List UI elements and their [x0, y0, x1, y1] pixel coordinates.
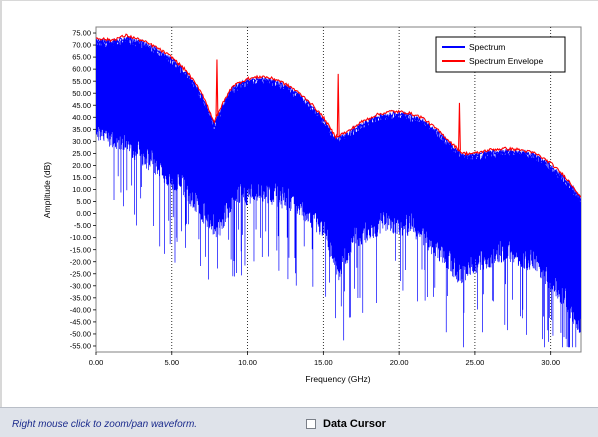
legend-box — [435, 36, 566, 73]
panel-top-border — [0, 0, 598, 1]
y-tick-label: 30.00 — [72, 137, 91, 146]
envelope-spike — [336, 73, 340, 136]
y-tick-label: 10.00 — [72, 185, 91, 194]
y-tick-label: 20.00 — [72, 161, 91, 170]
y-tick-label: -15.00 — [70, 245, 91, 254]
y-tick-label: 55.00 — [72, 77, 91, 86]
x-tick-label: 10.00 — [238, 358, 257, 367]
envelope-spike — [215, 59, 219, 117]
zoom-pan-hint: Right mouse click to zoom/pan waveform. — [12, 419, 198, 430]
y-tick-label: -30.00 — [70, 281, 91, 290]
legend: Spectrum Spectrum Envelope — [435, 36, 566, 73]
spectrum-chart[interactable]: 75.00 70.00 65.00 60.00 55.00 50.00 45.00 40.00… — [0, 0, 598, 407]
y-tick-label: 5.00 — [76, 197, 91, 206]
y-axis-ticks: 75.00 70.00 65.00 60.00 55.00 50.00 45.00 40.00… — [70, 29, 96, 351]
series-spectrum — [96, 36, 581, 348]
series-layer — [96, 33, 581, 348]
x-axis-title: Frequency (GHz) — [305, 374, 370, 384]
y-tick-label: -5.00 — [74, 221, 91, 230]
y-tick-label: -10.00 — [70, 233, 91, 242]
y-tick-label: 70.00 — [72, 41, 91, 50]
x-tick-label: 20.00 — [390, 358, 409, 367]
y-tick-label: 40.00 — [72, 113, 91, 122]
y-tick-label: 65.00 — [72, 53, 91, 62]
y-tick-label: -45.00 — [70, 318, 91, 327]
y-tick-label: 0.00 — [76, 209, 91, 218]
panel-left-border — [0, 0, 2, 407]
y-tick-label: -40.00 — [70, 305, 91, 314]
y-tick-label: 75.00 — [72, 29, 91, 38]
series-spectrum-edge — [96, 35, 581, 201]
legend-label-envelope: Spectrum Envelope — [469, 56, 543, 66]
x-tick-label: 0.00 — [89, 358, 104, 367]
y-tick-label: 50.00 — [72, 89, 91, 98]
x-tick-label: 15.00 — [314, 358, 333, 367]
y-tick-label: -35.00 — [70, 293, 91, 302]
x-axis-ticks: 0.00 5.00 10.00 15.00 20.00 25.00 30.00 — [89, 352, 560, 367]
legend-label-spectrum: Spectrum — [469, 42, 505, 52]
y-tick-label: 35.00 — [72, 125, 91, 134]
y-tick-label: -25.00 — [70, 269, 91, 278]
status-bar: Right mouse click to zoom/pan waveform. … — [0, 407, 598, 437]
envelope-spike — [457, 102, 461, 151]
y-tick-label: 25.00 — [72, 149, 91, 158]
y-tick-label: -50.00 — [70, 330, 91, 339]
x-tick-label: 5.00 — [164, 358, 179, 367]
y-tick-label: 45.00 — [72, 101, 91, 110]
y-tick-label: -20.00 — [70, 257, 91, 266]
x-tick-label: 30.00 — [541, 358, 560, 367]
series-spectrum-envelope — [96, 33, 581, 198]
y-tick-label: -55.00 — [70, 342, 91, 351]
y-tick-label: 15.00 — [72, 173, 91, 182]
x-tick-label: 25.00 — [466, 358, 485, 367]
plot-panel: 75.00 70.00 65.00 60.00 55.00 50.00 45.00 40.00… — [0, 0, 598, 407]
data-cursor-checkbox[interactable] — [306, 419, 316, 429]
y-tick-label: 60.00 — [72, 65, 91, 74]
data-cursor-label[interactable]: Data Cursor — [323, 418, 386, 430]
y-axis-title: Amplitude (dB) — [42, 162, 52, 218]
